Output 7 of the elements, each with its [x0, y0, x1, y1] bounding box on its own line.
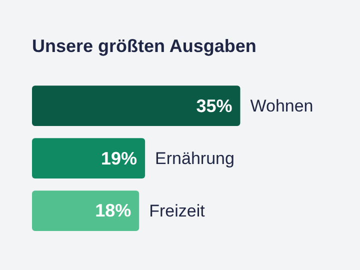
- y-tick-label: Wohnen: [250, 96, 314, 116]
- data-label: 18%: [95, 200, 132, 221]
- data-label: 19%: [101, 148, 138, 168]
- chart-title: Unsere größten Ausgaben: [32, 36, 256, 56]
- y-tick-label: Ernährung: [155, 148, 234, 168]
- y-tick-label: Freizeit: [149, 201, 206, 220]
- data-label: 35%: [196, 96, 232, 116]
